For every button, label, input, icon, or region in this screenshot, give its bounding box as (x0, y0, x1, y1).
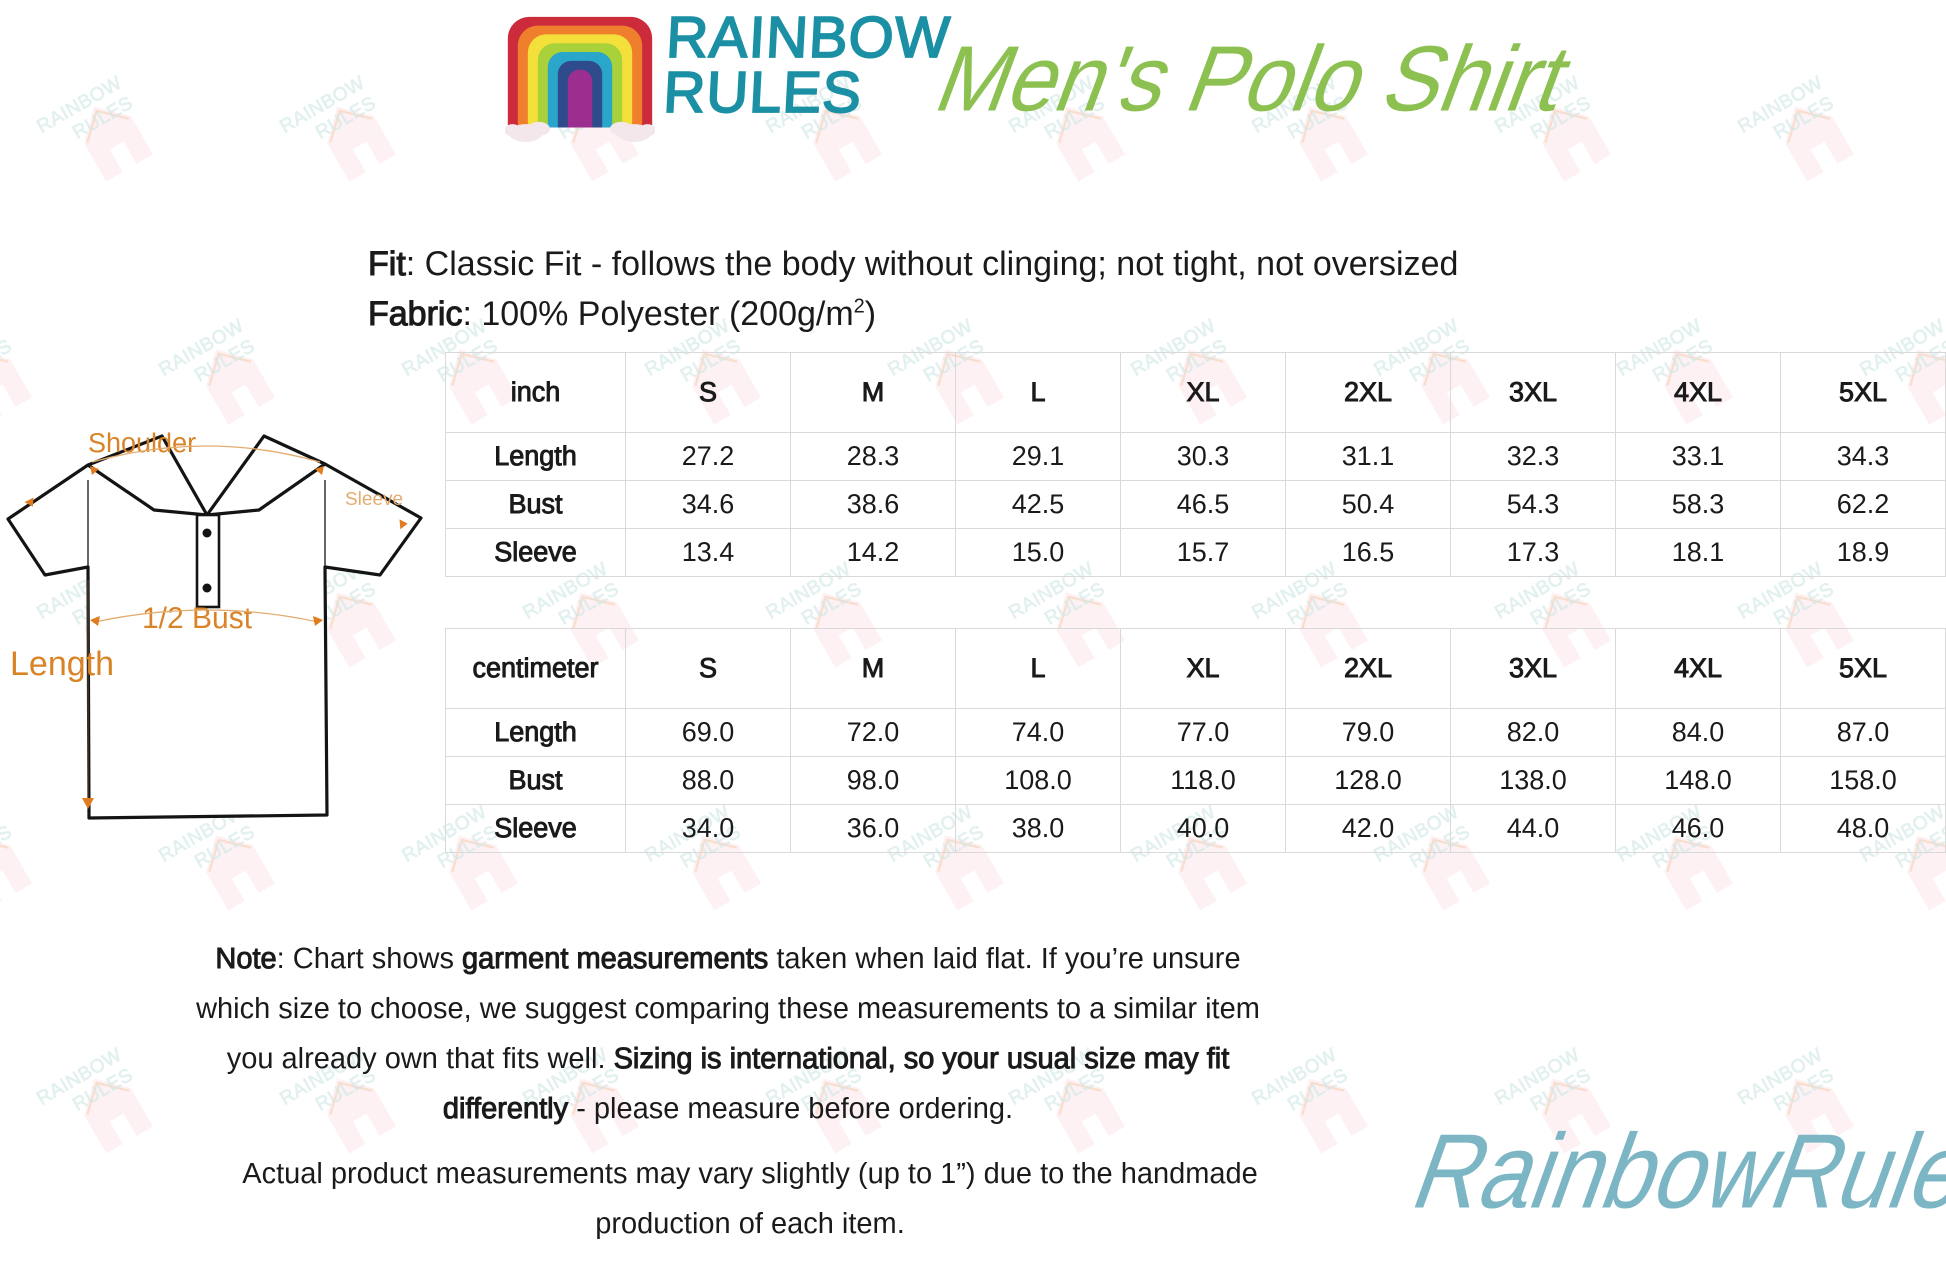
svg-text:Length: Length (10, 645, 114, 683)
svg-text:Sleeve: Sleeve (345, 489, 403, 510)
svg-text:1/2 Bust: 1/2 Bust (142, 602, 253, 635)
svg-text:Shoulder: Shoulder (88, 428, 196, 458)
